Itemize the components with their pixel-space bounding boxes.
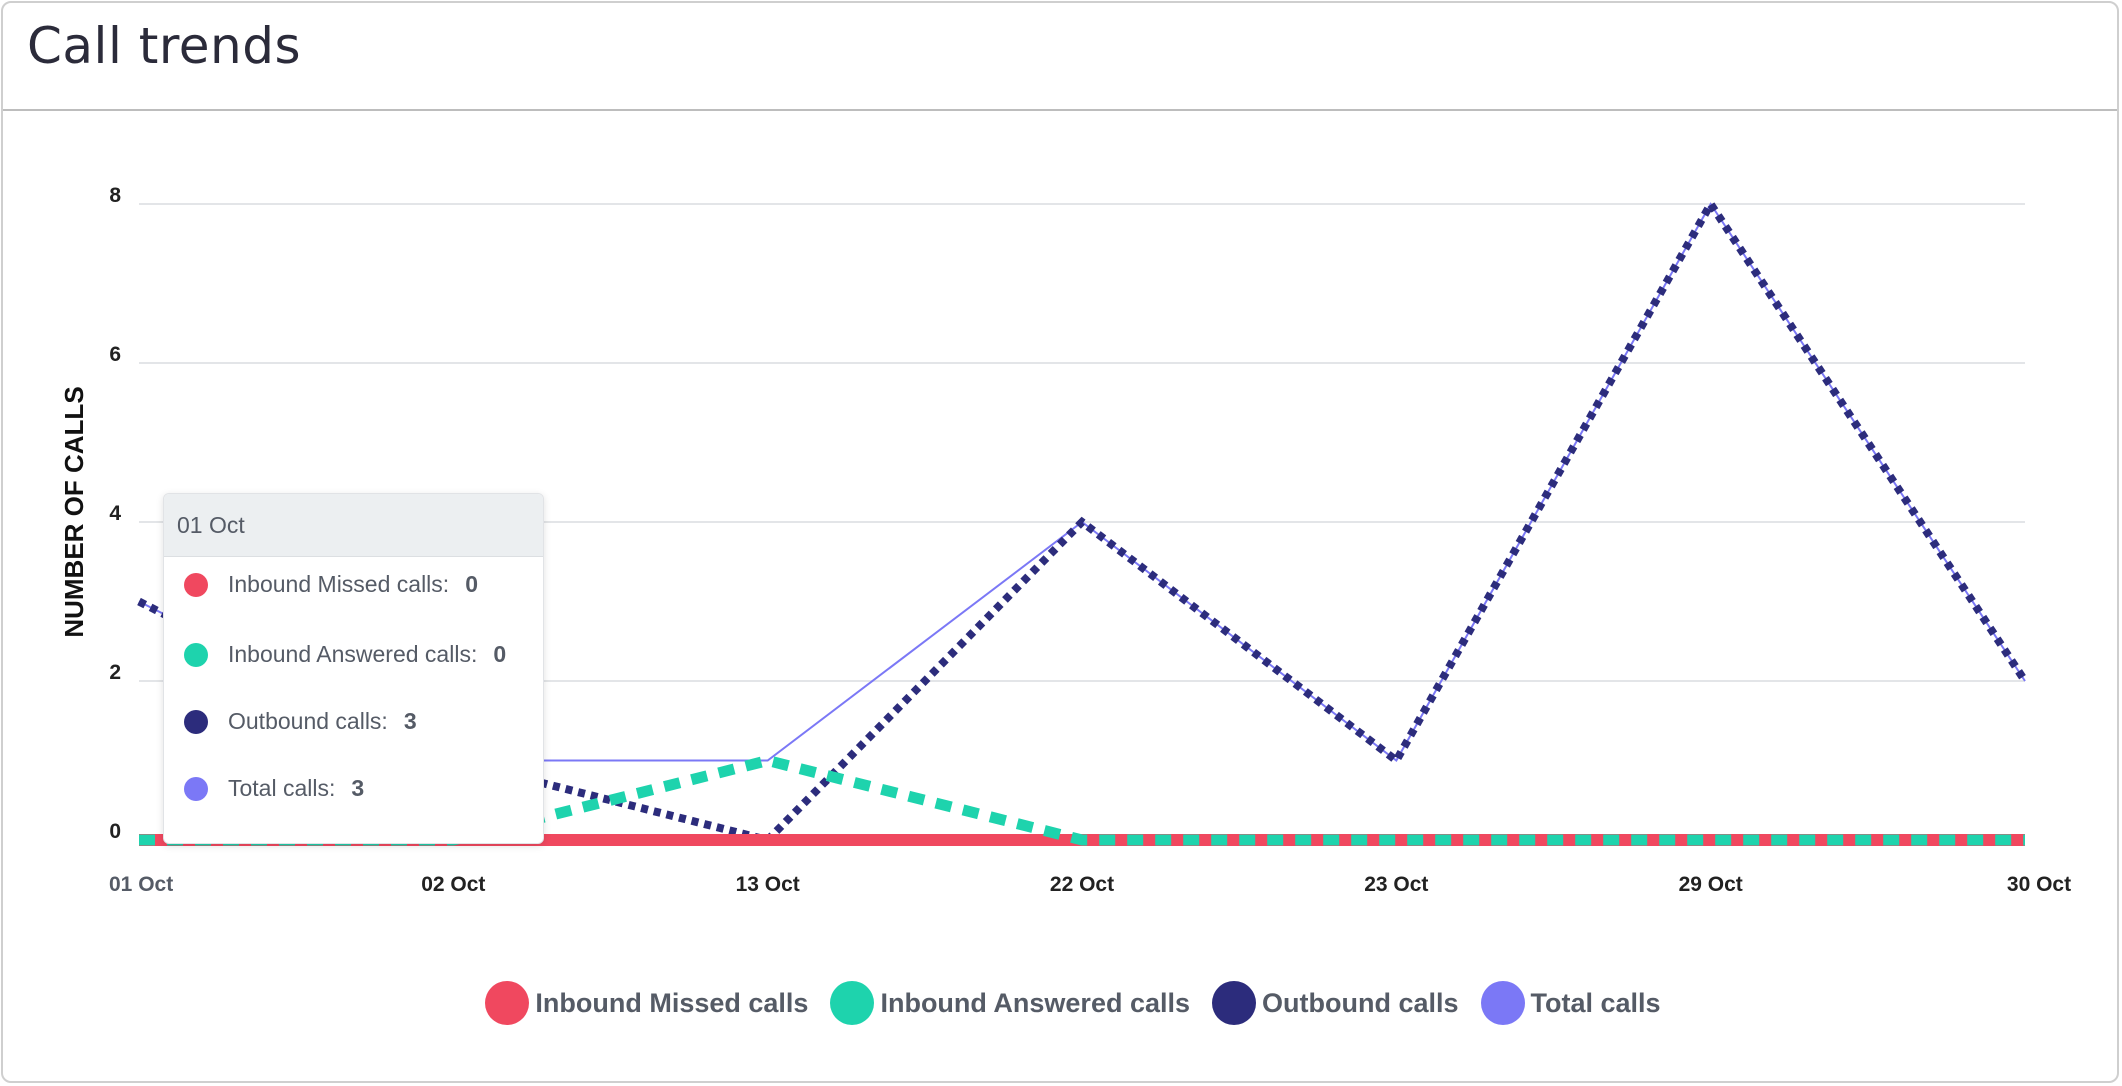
x-tick-label: 29 Oct bbox=[1679, 873, 1743, 896]
data-point-outbound-calls[interactable] bbox=[133, 596, 145, 608]
page-title: Call trends bbox=[27, 17, 302, 75]
series-dot-icon bbox=[184, 572, 208, 597]
data-point-inbound-missed-calls[interactable] bbox=[762, 834, 774, 846]
tooltip-row: Inbound Answered calls: 0 bbox=[184, 641, 506, 668]
data-point-outbound-calls[interactable] bbox=[1705, 198, 1717, 210]
series-dot-icon bbox=[184, 776, 208, 801]
legend-item[interactable]: Inbound Answered calls bbox=[830, 981, 1190, 1025]
data-point-outbound-calls[interactable] bbox=[1390, 755, 1402, 767]
x-axis-ticks: 01 Oct 02 Oct 13 Oct 22 Oct 23 Oct 29 Oct 30 O… bbox=[109, 873, 2071, 896]
legend-label: Inbound Answered calls bbox=[880, 987, 1191, 1018]
data-point-inbound-answered-calls[interactable] bbox=[1390, 834, 1402, 846]
tooltip-row-label: Outbound calls: bbox=[228, 708, 388, 734]
legend-label: Inbound Missed calls bbox=[535, 987, 809, 1018]
y-tick-label: 4 bbox=[109, 502, 121, 525]
legend-swatch-icon bbox=[485, 981, 530, 1025]
y-axis-ticks: 0 2 4 6 8 bbox=[109, 184, 121, 843]
data-point-inbound-answered-calls[interactable] bbox=[133, 834, 145, 846]
data-point-inbound-answered-calls[interactable] bbox=[1076, 834, 1088, 846]
card-header: Call trends bbox=[3, 3, 2117, 111]
tooltip-row-value: 3 bbox=[403, 708, 417, 734]
chart-tooltip: 01 Oct Inbound Missed calls: 0 Inbound Ans… bbox=[163, 493, 544, 844]
tooltip-row-value: 0 bbox=[465, 571, 478, 597]
y-axis-title: NUMBER OF CALLS bbox=[59, 386, 89, 637]
tooltip-row-label: Total calls: bbox=[228, 775, 336, 801]
tooltip-row: Inbound Missed calls: 0 bbox=[184, 571, 478, 598]
legend-swatch-icon bbox=[1480, 981, 1525, 1025]
y-tick-label: 6 bbox=[109, 343, 121, 366]
tooltip-title: 01 Oct bbox=[164, 494, 543, 557]
x-tick-label: 23 Oct bbox=[1364, 873, 1428, 896]
tooltip-row-label: Inbound Answered calls: bbox=[228, 641, 478, 667]
y-tick-label: 2 bbox=[109, 661, 121, 684]
series-dot-icon bbox=[184, 709, 208, 734]
tooltip-row-value: 3 bbox=[351, 775, 365, 801]
y-tick-label: 0 bbox=[109, 820, 121, 843]
data-point-inbound-answered-calls[interactable] bbox=[1705, 834, 1717, 846]
x-tick-label: 30 Oct bbox=[2007, 873, 2071, 896]
legend-item[interactable]: Inbound Missed calls bbox=[485, 981, 808, 1025]
data-point-outbound-calls[interactable] bbox=[1076, 516, 1088, 528]
legend-item[interactable]: Total calls bbox=[1480, 981, 1661, 1025]
x-tick-label: 22 Oct bbox=[1050, 873, 1114, 896]
legend-item[interactable]: Outbound calls bbox=[1212, 981, 1459, 1025]
data-point-inbound-answered-calls[interactable] bbox=[762, 755, 774, 767]
legend-label: Outbound calls bbox=[1262, 987, 1459, 1018]
chart-legend: Inbound Missed calls Inbound Answered cal… bbox=[3, 981, 2117, 1025]
x-tick-label: 13 Oct bbox=[736, 873, 800, 896]
series-dot-icon bbox=[184, 642, 208, 667]
x-tick-label: 01 Oct bbox=[109, 873, 173, 896]
y-tick-label: 8 bbox=[109, 184, 121, 207]
tooltip-row-value: 0 bbox=[493, 641, 507, 667]
legend-swatch-icon bbox=[830, 981, 875, 1025]
data-point-inbound-answered-calls[interactable] bbox=[2019, 834, 2031, 846]
legend-swatch-icon bbox=[1212, 981, 1257, 1025]
tooltip-row-label: Inbound Missed calls: bbox=[228, 571, 450, 597]
x-tick-label: 02 Oct bbox=[421, 873, 485, 896]
tooltip-row: Outbound calls: 3 bbox=[184, 708, 417, 735]
tooltip-row: Total calls: 3 bbox=[184, 775, 364, 802]
legend-label: Total calls bbox=[1530, 987, 1661, 1018]
data-point-outbound-calls[interactable] bbox=[2019, 675, 2031, 687]
